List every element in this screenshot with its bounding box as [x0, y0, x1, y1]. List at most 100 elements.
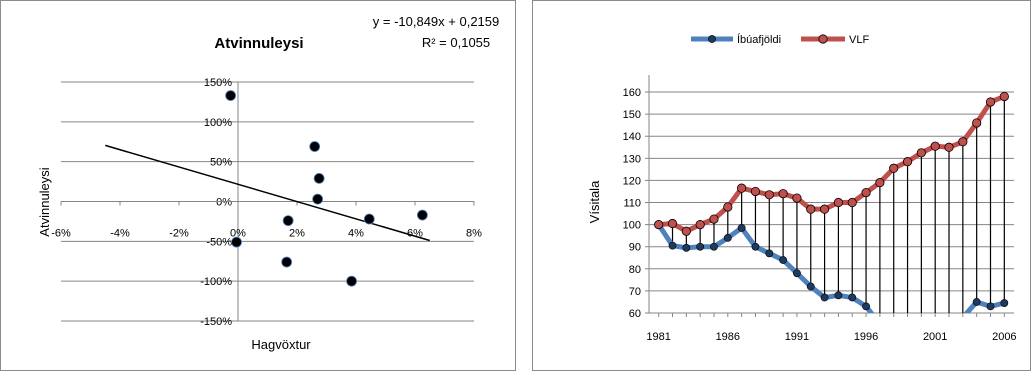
- scatter-y-tick-label: 0%: [216, 197, 232, 209]
- scatter-chart-panel: 150% 100% 50% 0% -50% -100% -150% -6% -4% -2% 0% 2%…: [0, 0, 516, 371]
- line-y-tick-label: 160: [623, 87, 641, 99]
- ibuafjoldi-point: [751, 242, 760, 251]
- line-x-tick-label: 2001: [923, 331, 947, 343]
- vlf-point: [723, 202, 733, 212]
- legend-ibuafjoldi-label: Íbúafjöldi: [737, 33, 781, 46]
- vlf-point: [667, 218, 678, 229]
- vlf-line: [658, 94, 1006, 234]
- line-y-tick-label: 100: [623, 220, 641, 232]
- ibuafjoldi-point: [723, 233, 732, 242]
- ibuafjoldi-point: [765, 249, 774, 258]
- ibuafjoldi-point: [793, 269, 801, 278]
- scatter-point: [416, 209, 428, 221]
- line-y-tick-label: 110: [623, 198, 641, 210]
- line-y-tick-label: 150: [623, 109, 641, 121]
- vlf-point: [889, 163, 899, 173]
- scatter-trendline: [105, 144, 430, 242]
- legend-vlf-marker: [818, 34, 828, 44]
- vlf-point: [709, 214, 719, 224]
- ibuafjoldi-point: [806, 282, 815, 291]
- ibuafjoldi-point: [834, 291, 843, 300]
- vlf-point: [958, 137, 968, 147]
- trendline-equation: y = -10,849x + 0,2159: [373, 14, 499, 29]
- vlf-point: [806, 204, 816, 214]
- vlf-point: [999, 91, 1009, 102]
- scatter-x-tick-label: 0%: [230, 228, 246, 240]
- scatter-x-tick-label: 2%: [289, 228, 305, 240]
- vlf-point: [916, 148, 926, 158]
- vlf-point: [792, 193, 802, 203]
- vlf-point: [681, 226, 691, 236]
- scatter-point: [281, 256, 293, 268]
- scatter-y-tick-label: 150%: [204, 77, 232, 89]
- scatter-x-tick-label: 4%: [348, 228, 364, 240]
- scatter-point: [225, 90, 237, 101]
- ibuafjoldi-point: [682, 243, 691, 252]
- vlf-point: [985, 97, 996, 107]
- vlf-point: [778, 189, 788, 199]
- scatter-y-tick-label: 100%: [204, 117, 232, 129]
- scatter-y-tick-label: -50%: [206, 236, 232, 248]
- line-y-tick-label: 70: [629, 286, 641, 298]
- scatter-chart-title: Atvinnuleysi: [214, 35, 303, 52]
- ibuafjoldi-point: [972, 298, 981, 306]
- vlf-point: [944, 142, 954, 152]
- line-x-tick-label: 1986: [716, 331, 740, 343]
- vlf-point: [875, 178, 885, 188]
- scatter-point: [231, 236, 242, 248]
- line-chart-panel: 60 70 80 90 100 110 120 130 140 150 160 1981 1986 199…: [532, 0, 1031, 371]
- line-x-tick-label: 1996: [854, 331, 878, 343]
- scatter-x-tick-label: 8%: [466, 228, 482, 240]
- ibuafjoldi-point: [779, 256, 788, 264]
- scatter-x-tick-label: 6%: [407, 228, 423, 240]
- scatter-point: [346, 275, 357, 287]
- line-x-tick-label: 2006: [992, 331, 1016, 343]
- ibuafjoldi-point: [696, 242, 705, 251]
- scatter-y-tick-label: -100%: [200, 276, 232, 288]
- scatter-y-tick-label: -150%: [200, 316, 232, 328]
- legend-ibuafjoldi-marker: [708, 35, 716, 43]
- vlf-point: [972, 118, 982, 128]
- line-y-tick-label: 90: [629, 242, 641, 254]
- line-x-tick-label: 1981: [646, 331, 670, 343]
- scatter-y-axis-title: Atvinnuleysi: [37, 167, 52, 236]
- scatter-x-tick-label: -2%: [169, 228, 189, 240]
- line-y-tick-label: 80: [629, 264, 641, 276]
- scatter-point: [363, 213, 375, 225]
- ibuafjoldi-point: [848, 293, 857, 302]
- line-chart: 60 70 80 90 100 110 120 130 140 150 160 1981 1986 199…: [587, 33, 1017, 343]
- vlf-point: [930, 141, 940, 151]
- vlf-point: [764, 190, 774, 200]
- vlf-point: [861, 187, 871, 198]
- vlf-point: [833, 197, 844, 208]
- ibuafjoldi-point: [986, 302, 995, 311]
- scatter-y-tick-label: 50%: [210, 157, 232, 169]
- ibuafjoldi-line: [963, 299, 1005, 313]
- line-y-tick-label: 130: [623, 153, 641, 165]
- ibuafjoldi-point: [820, 293, 829, 302]
- vlf-point: [695, 220, 705, 230]
- ibuafjoldi-point: [862, 302, 870, 311]
- scatter-chart: 150%100%50%0%-50%-100%-150%-6% -4% -2% 0% 2%…: [37, 14, 499, 352]
- line-y-tick-label: 120: [623, 175, 641, 187]
- scatter-point: [313, 172, 325, 184]
- vlf-point: [847, 197, 857, 208]
- trendline-r-squared: R² = 0,1055: [422, 35, 490, 50]
- vlf-point: [654, 220, 664, 230]
- ibuafjoldi-point: [668, 241, 677, 250]
- vlf-point: [819, 204, 830, 214]
- line-y-tick-label: 140: [623, 131, 641, 143]
- vlf-point: [737, 183, 747, 193]
- scatter-x-tick-label: -6%: [51, 228, 71, 240]
- series-ibuafjoldi: [656, 223, 1005, 313]
- ibuafjoldi-point: [1000, 299, 1009, 307]
- ibuafjoldi-point: [710, 242, 718, 251]
- scatter-x-axis-title: Hagvöxtur: [251, 337, 311, 352]
- scatter-x-tick-label: -4%: [110, 228, 130, 240]
- legend-vlf-label: VLF: [849, 34, 869, 46]
- scatter-point: [282, 215, 294, 227]
- ibuafjoldi-point: [737, 224, 746, 232]
- line-y-tick-label: 60: [629, 308, 641, 320]
- scatter-point: [312, 193, 324, 205]
- line-y-axis-title: Vísitala: [587, 180, 602, 223]
